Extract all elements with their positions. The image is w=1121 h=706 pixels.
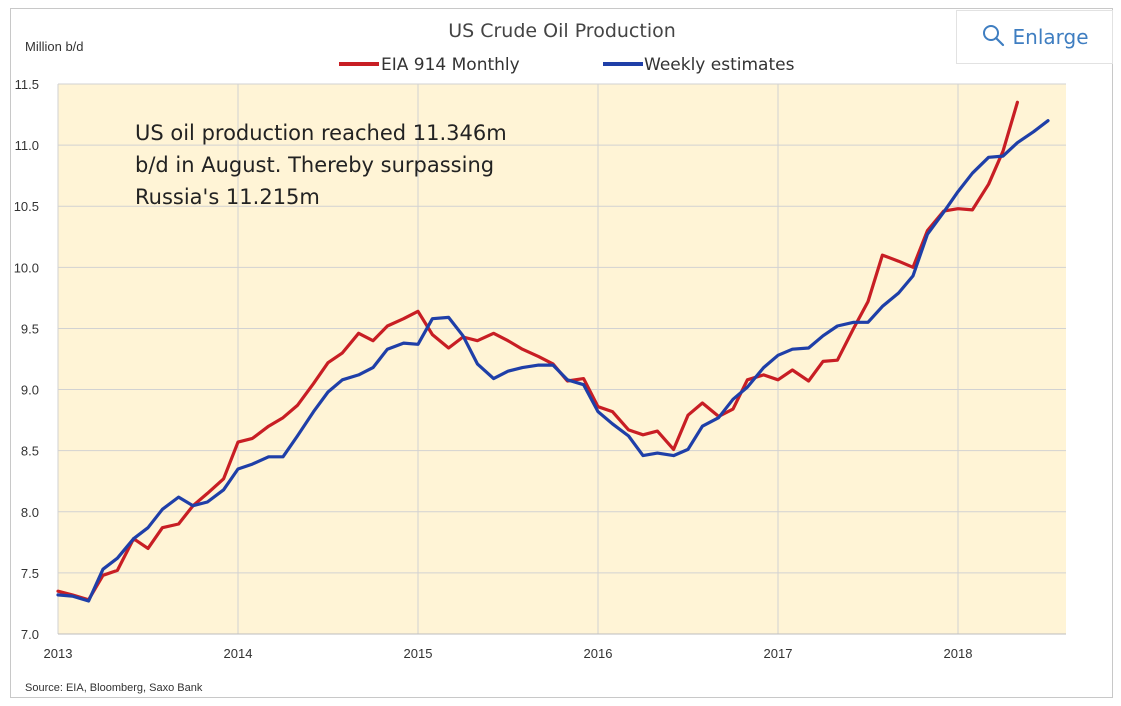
annotation-line-3: Russia's 11.215m [135,185,320,209]
y-tick-label: 11.0 [15,138,39,153]
annotation-text: US oil production reached 11.346m b/d in… [135,121,507,209]
source-note: Source: EIA, Bloomberg, Saxo Bank [25,682,203,694]
y-tick-label: 9.5 [21,321,39,336]
x-axis-ticks: 2013 2014 2015 2016 2017 2018 [44,646,973,661]
legend: EIA 914 Monthly Weekly estimates [339,55,795,75]
x-tick-label: 2018 [944,646,973,661]
chart-title: US Crude Oil Production [448,20,676,42]
y-tick-label: 11.5 [15,77,39,92]
y-tick-label: 10.5 [14,199,39,214]
y-axis-ticks: 7.0 7.5 8.0 8.5 9.0 9.5 10.0 10.5 11.0 11.5 [14,77,39,642]
x-tick-label: 2016 [584,646,613,661]
y-tick-label: 8.0 [21,505,39,520]
x-tick-label: 2013 [44,646,73,661]
x-tick-label: 2014 [224,646,253,661]
legend-label-eia: EIA 914 Monthly [381,55,520,75]
y-axis-label: Million b/d [25,39,84,54]
series-line-weekly-estimates [56,119,1050,603]
y-tick-label: 7.5 [21,566,39,581]
gridlines [57,83,1066,635]
magnifier-icon [981,23,1005,52]
x-tick-label: 2017 [764,646,793,661]
x-tick-label: 2015 [404,646,433,661]
y-tick-label: 7.0 [21,627,39,642]
plot-area [58,84,1066,634]
enlarge-button[interactable]: Enlarge [956,10,1113,64]
enlarge-label: Enlarge [1012,25,1089,49]
y-tick-label: 9.0 [21,383,39,398]
series-line-eia-monthly [56,100,1019,602]
chart-svg: US Crude Oil Production Million b/d EIA … [14,20,1066,694]
y-tick-label: 8.5 [21,444,39,459]
annotation-line-1: US oil production reached 11.346m [135,121,507,145]
series-lines [56,100,1050,603]
y-tick-label: 10.0 [14,260,39,275]
legend-label-weekly: Weekly estimates [644,55,795,75]
chart-frame: US Crude Oil Production Million b/d EIA … [10,8,1113,698]
annotation-line-2: b/d in August. Thereby surpassing [135,153,494,177]
